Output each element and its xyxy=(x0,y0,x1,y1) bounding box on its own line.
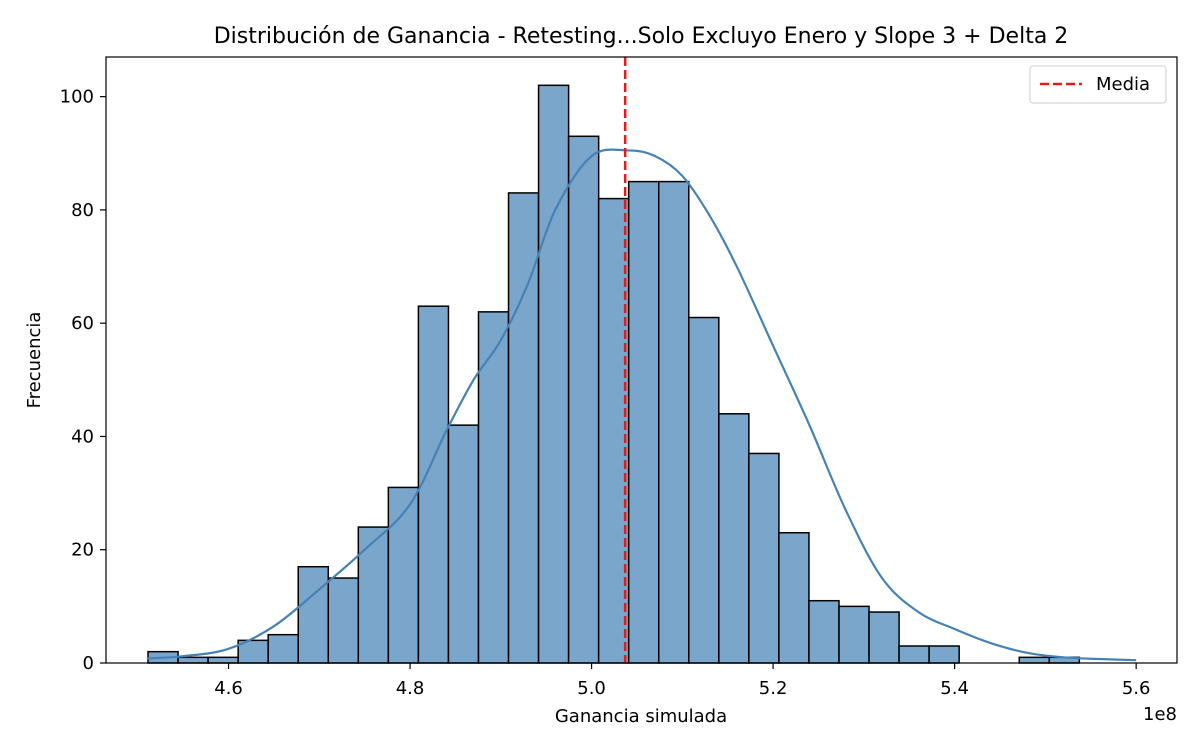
y-tick-label: 100 xyxy=(60,87,94,108)
histogram-bar xyxy=(297,565,330,664)
y-tick-label: 0 xyxy=(83,653,94,674)
histogram-bars xyxy=(147,84,1081,664)
histogram-bar xyxy=(778,531,810,664)
histogram-bar xyxy=(838,605,870,664)
x-tick-label: 5.4 xyxy=(940,678,969,699)
legend-box xyxy=(1029,65,1167,104)
x-axis-label: Ganancia simulada xyxy=(555,706,727,727)
histogram-bar xyxy=(267,633,299,664)
histogram-bar xyxy=(898,645,930,664)
histogram-bar xyxy=(868,611,900,664)
histogram-bar xyxy=(327,577,360,664)
x-tick-label: 4.8 xyxy=(396,678,425,699)
y-tick-label: 60 xyxy=(71,313,94,334)
histogram-bar xyxy=(507,192,540,664)
y-axis-ticks: 0 20 40 60 80 100 xyxy=(60,87,106,674)
x-tick-label: 5.2 xyxy=(759,678,788,699)
x-tick-label: 5.0 xyxy=(577,678,606,699)
y-axis-label: Frecuencia xyxy=(24,312,45,409)
histogram-bar xyxy=(207,656,239,664)
histogram-bar xyxy=(928,645,960,664)
legend-label-mean: Media xyxy=(1096,74,1150,95)
kde-curve xyxy=(146,148,1137,662)
histogram-bar xyxy=(718,413,750,664)
histogram-bar xyxy=(627,180,660,664)
x-axis-offset-label: 1e8 xyxy=(1143,704,1177,725)
histogram-bar xyxy=(537,84,570,664)
y-tick-label: 80 xyxy=(71,200,94,221)
y-tick-label: 40 xyxy=(71,426,94,447)
histogram-bar xyxy=(357,526,390,664)
x-axis-ticks: 4.6 4.8 5.0 5.2 5.4 5.6 xyxy=(214,663,1150,699)
histogram-bar xyxy=(177,656,209,664)
histogram-bar xyxy=(417,305,450,664)
histogram-bar xyxy=(1018,656,1051,664)
x-tick-label: 4.6 xyxy=(214,678,243,699)
histogram-bar xyxy=(688,316,720,664)
histogram-bar xyxy=(748,452,780,664)
histogram-bar xyxy=(657,180,690,664)
histogram-bar xyxy=(447,424,480,664)
x-tick-label: 5.6 xyxy=(1122,678,1151,699)
chart-title: Distribución de Ganancia - Retesting...S… xyxy=(214,24,1069,49)
axes-frame xyxy=(105,56,1178,664)
y-tick-label: 20 xyxy=(71,540,94,561)
histogram-bar xyxy=(808,599,840,664)
legend: Media xyxy=(1029,65,1167,104)
histogram-bar xyxy=(387,486,420,664)
histogram-bar xyxy=(567,135,600,664)
